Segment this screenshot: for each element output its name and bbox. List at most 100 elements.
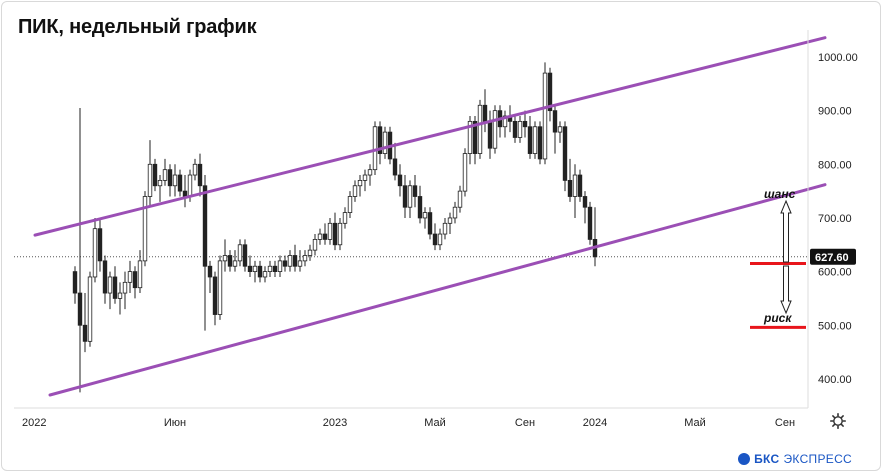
- candle: [277, 255, 283, 277]
- candle: [167, 164, 173, 197]
- candle: [92, 217, 98, 283]
- channel-upper-line: [33, 36, 827, 237]
- candle: [182, 175, 188, 208]
- candle: [422, 207, 428, 229]
- chance-arrow: [780, 199, 792, 263]
- candle: [452, 201, 458, 224]
- candle: [297, 250, 303, 272]
- candle: [507, 105, 513, 133]
- candle: [567, 158, 573, 202]
- candle: [367, 164, 373, 186]
- x-tick-label: Сен: [515, 417, 535, 429]
- current-price-label-bg: [810, 248, 856, 265]
- y-tick-label: 1000.00: [818, 52, 858, 64]
- candle: [302, 250, 308, 267]
- candle: [82, 293, 88, 353]
- y-tick-label: 900.00: [818, 106, 852, 118]
- candle: [87, 271, 93, 347]
- candle: [317, 228, 323, 245]
- candle: [582, 191, 588, 224]
- y-tick-label: 700.00: [818, 213, 852, 225]
- candle: [552, 105, 558, 154]
- candle: [282, 255, 288, 272]
- candle: [372, 121, 378, 176]
- x-tick-label: 2023: [323, 417, 347, 429]
- candle: [517, 116, 523, 143]
- candle: [232, 250, 238, 272]
- candle: [527, 116, 533, 159]
- candle: [202, 175, 208, 331]
- candle: [152, 158, 158, 192]
- candle: [287, 250, 293, 272]
- candle: [522, 110, 528, 138]
- candle: [557, 121, 563, 143]
- candle: [207, 260, 213, 294]
- candle: [312, 234, 318, 256]
- candle: [437, 228, 443, 251]
- risk-label: риск: [763, 311, 792, 325]
- candle: [587, 201, 593, 245]
- candle: [107, 271, 113, 310]
- candle: [237, 239, 243, 267]
- candle: [217, 255, 223, 320]
- candle: [462, 148, 468, 197]
- candle: [222, 239, 228, 272]
- gear-icon[interactable]: [830, 413, 846, 429]
- candle: [447, 212, 453, 235]
- candle: [592, 207, 598, 267]
- candle: [512, 116, 518, 143]
- candle: [142, 191, 148, 267]
- candle: [327, 217, 333, 245]
- risk-arrow: [780, 265, 792, 315]
- candle: [112, 266, 118, 304]
- candle: [122, 271, 128, 310]
- candle: [382, 126, 388, 159]
- candle: [102, 255, 108, 304]
- candle: [577, 169, 583, 202]
- candle: [247, 255, 253, 277]
- chance-label: шанс: [764, 187, 796, 201]
- candle: [162, 158, 168, 186]
- candle: [77, 107, 83, 393]
- x-tick-label: 2022: [22, 417, 46, 429]
- candle: [242, 239, 248, 272]
- candle: [482, 89, 488, 133]
- candle: [402, 175, 408, 218]
- y-tick-label: 400.00: [818, 374, 852, 386]
- brand-name: ЭКСПРЕСС: [783, 452, 852, 466]
- candle: [272, 260, 278, 277]
- candle: [427, 207, 433, 240]
- x-tick-label: Май: [424, 417, 446, 429]
- bcs-logo-icon: [738, 453, 751, 465]
- x-tick-label: Сен: [775, 417, 795, 429]
- channel-lower-line: [48, 183, 827, 397]
- candle: [497, 105, 503, 138]
- candle: [432, 223, 438, 251]
- candle: [537, 121, 543, 165]
- candle: [147, 140, 153, 208]
- candle: [542, 62, 548, 165]
- x-tick-label: Май: [684, 417, 706, 429]
- candle: [337, 217, 343, 251]
- candle: [257, 260, 263, 283]
- candle: [407, 180, 413, 218]
- candle: [562, 121, 568, 192]
- candle: [347, 191, 353, 218]
- candle: [572, 164, 578, 218]
- candle: [442, 217, 448, 240]
- candle: [117, 282, 123, 315]
- candle: [172, 164, 178, 197]
- candle: [137, 250, 143, 294]
- candle: [362, 169, 368, 192]
- candle: [227, 250, 233, 272]
- candle: [397, 164, 403, 197]
- candle: [292, 244, 298, 272]
- candle: [262, 266, 268, 283]
- candle: [502, 110, 508, 138]
- candle: [267, 260, 273, 277]
- current-price-label: 627.60: [815, 252, 849, 264]
- candle: [252, 260, 258, 283]
- brand-name-bold: БКС: [754, 452, 780, 466]
- candle: [467, 116, 473, 165]
